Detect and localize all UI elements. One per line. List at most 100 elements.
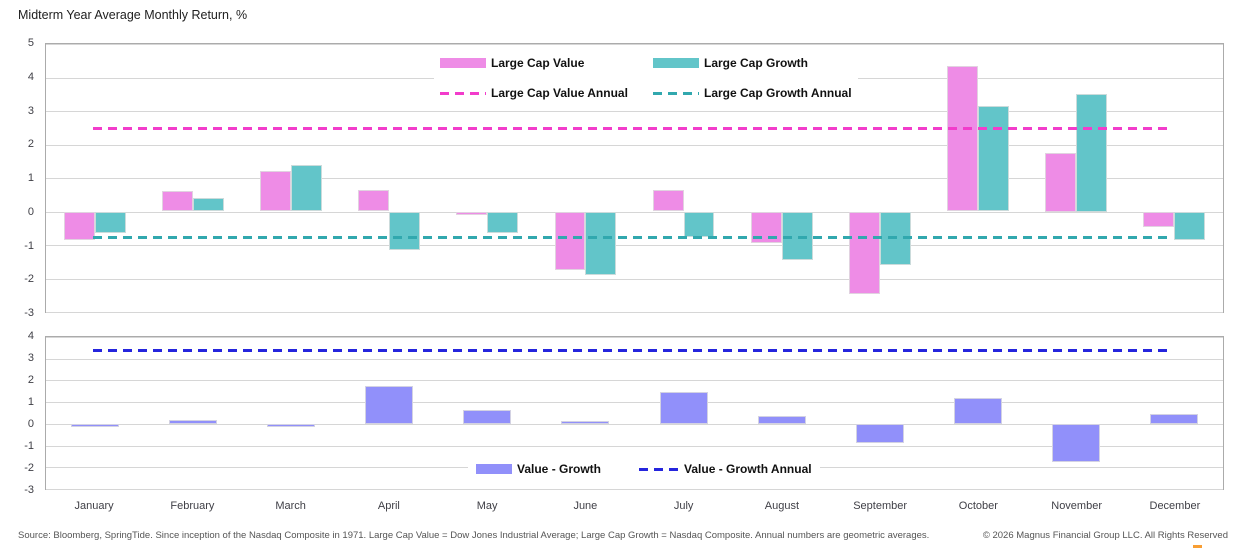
- legend-item-large-cap-growth-annual: Large Cap Growth Annual: [653, 86, 852, 100]
- month-axis: January February March April May June July Augu…: [45, 500, 1224, 512]
- bar-march-value-growth: [267, 423, 316, 428]
- gridline: [46, 278, 1223, 280]
- bar-august-value-growth: [757, 416, 806, 424]
- gridline: [46, 44, 1223, 45]
- y-tick-label: 3: [27, 104, 34, 117]
- y-tick-label: -1: [24, 239, 34, 252]
- annual-line-large-cap-value-annual: [93, 127, 1173, 131]
- gridline: [46, 245, 1223, 246]
- y-tick-label: -2: [24, 273, 34, 286]
- y-tick-label: 4: [27, 330, 34, 342]
- month-label-august: August: [764, 500, 799, 512]
- annual-line-large-cap-growth-annual: [93, 236, 1173, 240]
- bar-march-large-cap-value: [260, 171, 292, 212]
- copyright-note: © 2026 Magnus Financial Group LLC. All R…: [982, 530, 1228, 541]
- legend-item-large-cap-value-annual: Large Cap Value Annual: [440, 86, 653, 100]
- bar-june-value-growth: [561, 420, 610, 424]
- y-tick-label: 1: [27, 396, 34, 408]
- large-cap-value-annual-swatch: [440, 91, 486, 95]
- large-cap-growth-annual-swatch: [653, 91, 699, 95]
- bar-april-value-growth: [365, 385, 414, 424]
- page-title: Midterm Year Average Monthly Return, %: [18, 8, 248, 22]
- bar-june-large-cap-value: [554, 211, 586, 271]
- bar-february-value-growth: [169, 419, 218, 424]
- legend-label: Large Cap Value Annual: [491, 86, 628, 100]
- bar-may-value-growth: [463, 409, 512, 424]
- legend-label: Large Cap Growth: [704, 56, 809, 70]
- gridline: [46, 211, 1223, 213]
- bar-january-large-cap-value: [64, 211, 96, 240]
- bottom-chart-y-axis: 4 3 2 1 0 -1 -2 -3: [0, 330, 38, 496]
- bar-december-large-cap-growth: [1173, 211, 1205, 240]
- month-label-july: July: [673, 500, 694, 512]
- month-label-october: October: [958, 500, 998, 512]
- gridline: [46, 445, 1223, 447]
- legend-label: Large Cap Growth Annual: [704, 86, 852, 100]
- month-label-november: November: [1051, 500, 1102, 512]
- bar-november-large-cap-value: [1044, 152, 1076, 212]
- y-tick-label: 5: [27, 37, 34, 49]
- top-chart-legend: Large Cap Value Large Cap Growth Large C…: [434, 48, 858, 108]
- y-tick-label: 1: [27, 172, 34, 184]
- gridline: [46, 337, 1223, 338]
- bar-september-value-growth: [855, 423, 904, 444]
- y-tick-label: 0: [27, 205, 34, 218]
- gridline: [46, 178, 1223, 179]
- y-tick-label: 3: [27, 351, 34, 364]
- gridline: [46, 358, 1223, 360]
- month-label-december: December: [1149, 500, 1201, 512]
- legend-item-large-cap-value: Large Cap Value: [440, 56, 653, 70]
- bar-april-large-cap-growth: [389, 211, 421, 251]
- bar-january-value-growth: [71, 423, 120, 428]
- gridline: [46, 312, 1223, 313]
- bar-december-large-cap-value: [1143, 211, 1174, 227]
- y-tick-label: -1: [24, 440, 34, 452]
- gridline: [46, 489, 1223, 490]
- gridline: [46, 423, 1223, 425]
- bar-july-large-cap-growth: [683, 211, 715, 237]
- large-cap-value-swatch: [440, 58, 486, 68]
- bar-may-large-cap-growth: [487, 211, 519, 234]
- bar-october-large-cap-growth: [977, 105, 1009, 212]
- bar-february-large-cap-growth: [193, 198, 225, 212]
- gridline: [46, 111, 1223, 112]
- bar-april-large-cap-value: [358, 189, 390, 212]
- bottom-chart-legend: Value - Growth Value - Growth Annual: [468, 459, 820, 479]
- y-tick-label: 2: [27, 373, 34, 386]
- bar-may-large-cap-value: [456, 211, 488, 215]
- legend-item-large-cap-growth: Large Cap Growth: [653, 56, 852, 70]
- bar-november-value-growth: [1051, 423, 1100, 462]
- bar-march-large-cap-growth: [291, 164, 323, 212]
- bottom-chart-plot-area: [45, 336, 1224, 490]
- legend-item-value-minus-growth-annual: Value - Growth Annual: [639, 462, 812, 476]
- source-note: Source: Bloomberg, SpringTide. Since inc…: [18, 530, 930, 541]
- annual-line-value-growth-annual: [93, 349, 1173, 353]
- month-label-march: March: [275, 500, 306, 512]
- month-label-january: January: [74, 500, 114, 512]
- bar-august-large-cap-growth: [781, 211, 813, 261]
- y-tick-label: 0: [27, 417, 34, 430]
- bar-october-value-growth: [953, 397, 1002, 424]
- legend-item-value-minus-growth: Value - Growth: [476, 462, 601, 476]
- gridline: [46, 380, 1223, 382]
- bar-november-large-cap-growth: [1075, 94, 1107, 212]
- bar-october-large-cap-value: [946, 65, 978, 212]
- y-tick-label: -3: [24, 484, 34, 496]
- y-tick-label: 4: [27, 70, 34, 83]
- value-minus-growth-swatch: [476, 464, 512, 474]
- month-label-september: September: [853, 500, 908, 512]
- month-label-april: April: [377, 500, 400, 512]
- bar-january-large-cap-growth: [95, 211, 126, 234]
- bar-september-large-cap-value: [848, 211, 880, 294]
- top-chart-y-axis: 5 4 3 2 1 0 -1 -2 -3: [0, 37, 38, 319]
- month-label-may: May: [476, 500, 498, 512]
- month-label-june: June: [573, 500, 598, 512]
- value-minus-growth-annual-swatch: [639, 467, 680, 471]
- gridline: [46, 144, 1223, 146]
- bar-july-value-growth: [659, 392, 708, 424]
- legend-label: Large Cap Value: [491, 56, 585, 70]
- y-tick-label: 2: [27, 138, 34, 151]
- y-tick-label: -2: [24, 462, 34, 474]
- month-label-february: February: [170, 500, 215, 512]
